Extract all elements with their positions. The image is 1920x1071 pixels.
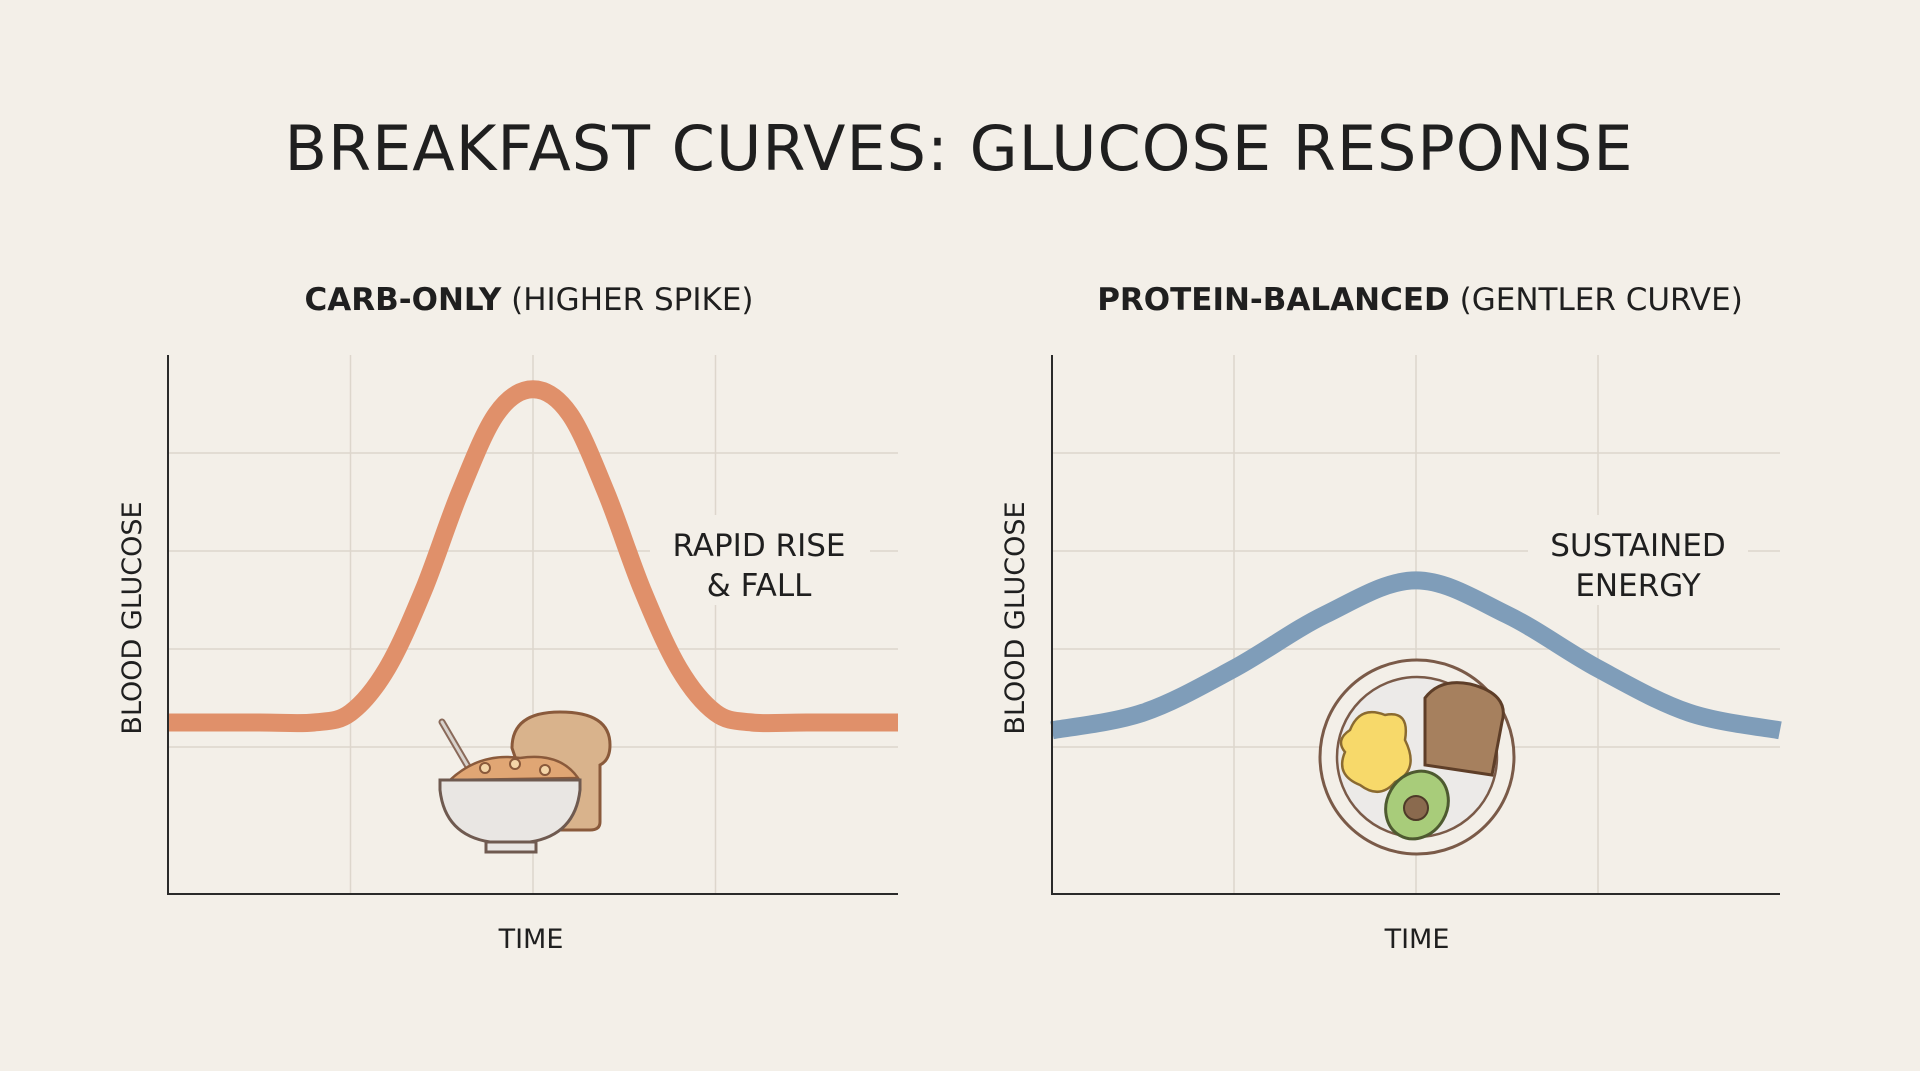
chart-title-rest: (HIGHER SPIKE) xyxy=(511,282,753,318)
plate-eggs-toast-avocado-icon xyxy=(1318,658,1516,856)
series-line xyxy=(168,380,898,733)
chart-title-bold: PROTEIN-BALANCED xyxy=(1097,282,1450,318)
x-axis-label: TIME xyxy=(1384,924,1450,955)
y-axis-label: BLOOD GLUCOSE xyxy=(1000,501,1031,734)
chart-title: CARB-ONLY (HIGHER SPIKE) xyxy=(304,282,753,318)
chart-title-bold: CARB-ONLY xyxy=(304,282,501,318)
cereal-bowl-and-toast-icon xyxy=(438,710,612,854)
annotation-line-1: RAPID RISE xyxy=(673,528,846,564)
page-title: BREAKFAST CURVES: GLUCOSE RESPONSE xyxy=(285,112,1634,185)
annotation-bg xyxy=(1528,515,1748,605)
gridlines xyxy=(168,355,898,894)
chart-title-rest: (GENTLER CURVE) xyxy=(1460,282,1743,318)
annotation-line-2: ENERGY xyxy=(1575,568,1700,604)
x-axis-label: TIME xyxy=(498,924,564,955)
annotation-bg xyxy=(650,515,870,605)
axes xyxy=(167,355,898,895)
series-line xyxy=(1050,571,1782,740)
axes xyxy=(1051,355,1780,895)
annotation-line-1: SUSTAINED xyxy=(1550,528,1726,564)
y-axis-label: BLOOD GLUCOSE xyxy=(117,501,148,734)
carb-only-chart: CARB-ONLY (HIGHER SPIKE) RAPID RISE & FA… xyxy=(117,282,898,955)
annotation: RAPID RISE & FALL xyxy=(650,515,870,605)
protein-balanced-chart: PROTEIN-BALANCED (GENTLER CURVE) SUSTAIN… xyxy=(1000,282,1782,955)
annotation-line-2: & FALL xyxy=(707,568,812,604)
chart-title: PROTEIN-BALANCED (GENTLER CURVE) xyxy=(1097,282,1743,318)
annotation: SUSTAINED ENERGY xyxy=(1528,515,1748,605)
